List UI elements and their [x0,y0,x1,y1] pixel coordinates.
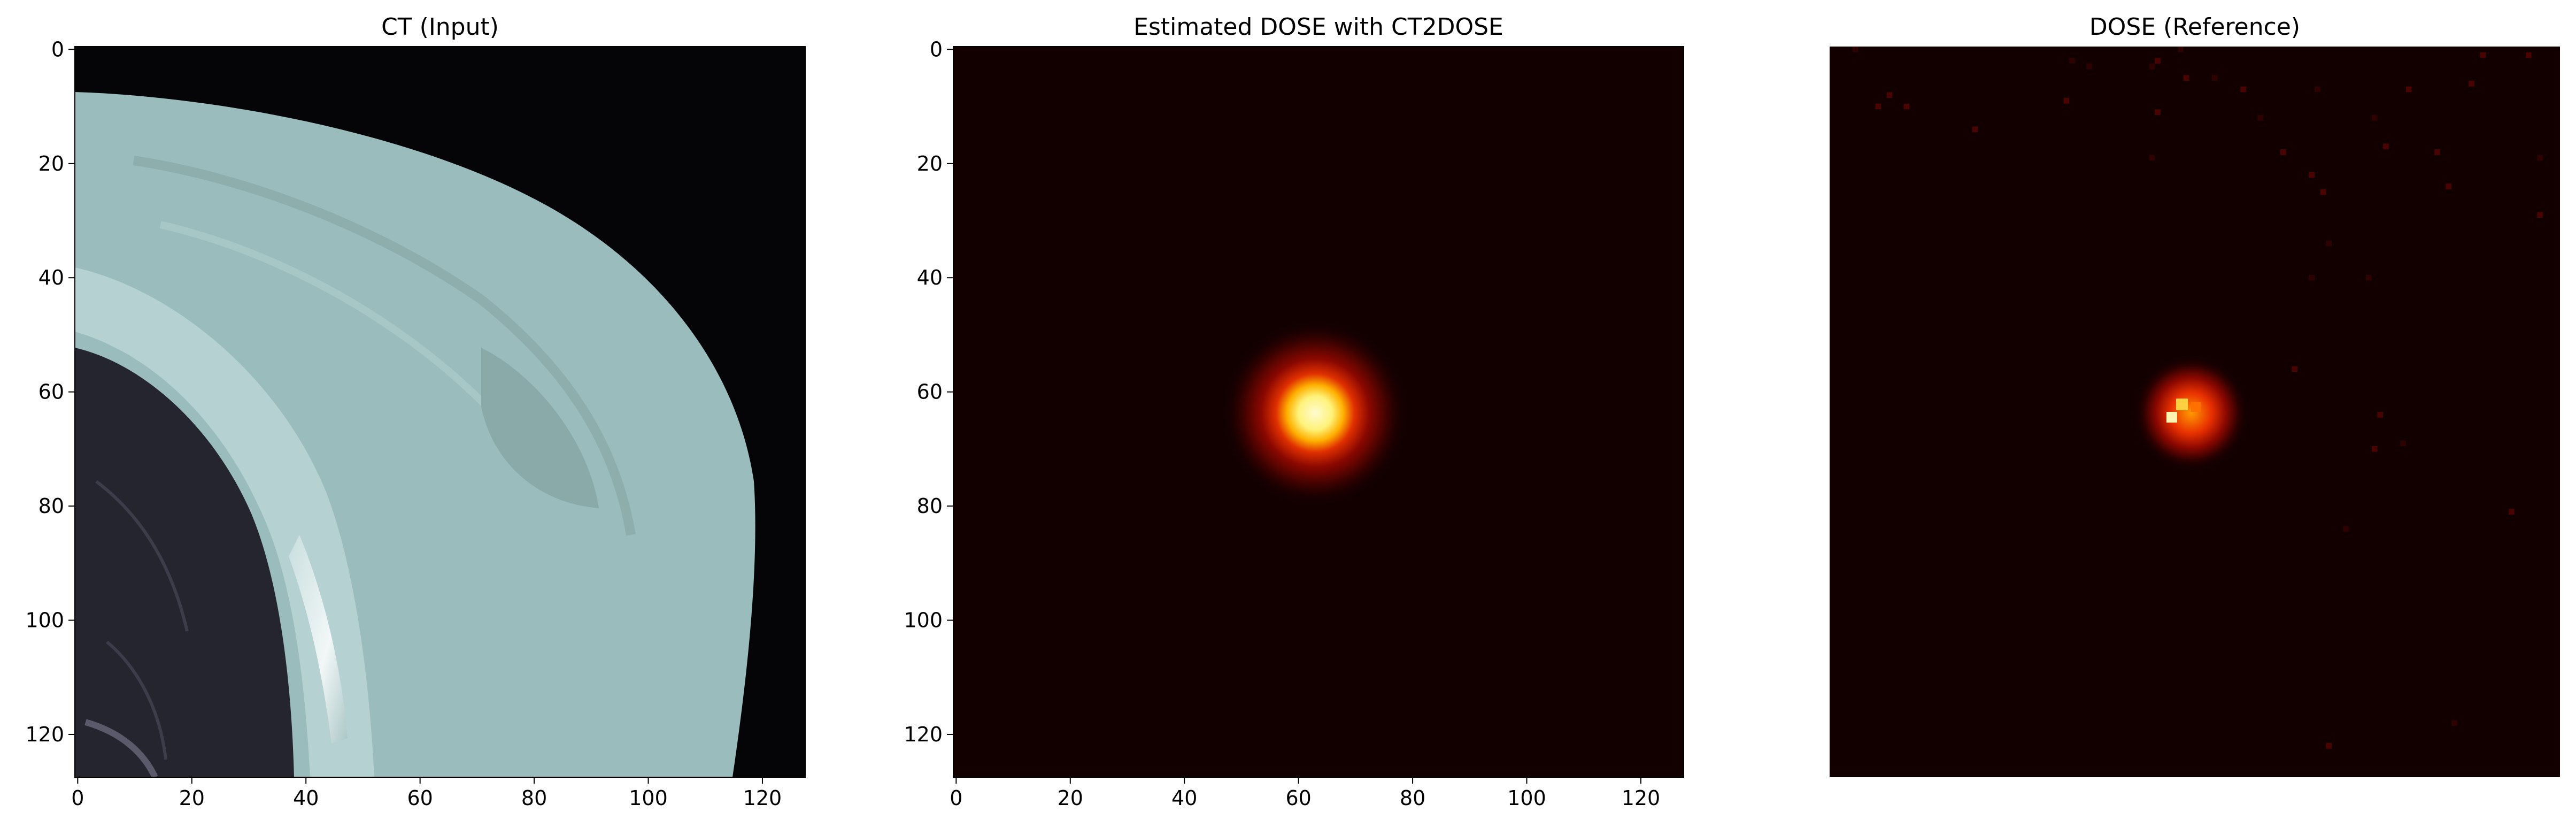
ct-image [75,47,805,777]
noise-pixel [2309,274,2315,281]
noise-pixel [2400,440,2406,447]
ct-x-tick-label: 120 [743,786,782,810]
estimated-dose-x-tick-label: 20 [1058,786,1083,810]
ct-x-tick-label: 60 [407,786,433,810]
ct-x-tick-label: 40 [293,786,319,810]
ct-y-tick-label: 120 [25,723,64,746]
noise-pixel [2525,52,2532,58]
noise-pixel [2434,149,2440,155]
estimated-dose-axes-frame [953,46,1684,778]
noise-pixel [1972,126,1978,133]
noise-pixel [2309,172,2315,178]
estimated-dose-x-tick-label: 80 [1400,786,1425,810]
estimated-dose-y-tick-label: 120 [904,723,943,746]
estimated-dose-x-tick-label: 0 [950,786,962,810]
noise-pixel [2537,155,2543,161]
estimated-dose-x-tick-label: 40 [1171,786,1197,810]
estimated-dose-x-tick-label: 100 [1507,786,1546,810]
estimated-dose-x-tick-label: 60 [1285,786,1311,810]
estimated-dose-panel-title: Estimated DOSE with CT2DOSE [1133,13,1503,41]
ct-axes-frame [74,46,806,778]
noise-pixel [2069,58,2075,64]
noise-pixel [2155,109,2161,116]
ct-y-tick-label: 80 [38,494,64,518]
noise-pixel [2183,75,2189,81]
noise-pixel [2280,149,2286,155]
estimated-dose-y-tick-label: 60 [917,380,943,404]
noise-pixel [2086,64,2092,70]
reference-dose-noise [1852,47,2543,749]
noise-pixel [2469,81,2474,87]
noise-pixel [2155,58,2161,64]
noise-pixel [2315,86,2320,93]
noise-pixel [2366,274,2372,281]
reference-dose-hotspot [2132,354,2250,472]
ct-x-tick-label: 80 [521,786,547,810]
noise-pixel [2292,366,2298,372]
estimated-dose-panel: Estimated DOSE with CT2DOSE 0 20 40 60 80 100… [904,13,1684,810]
noise-pixel [1903,103,1910,110]
estimated-dose-y-tick-label: 80 [917,494,943,518]
noise-pixel [2257,115,2264,121]
ct-y-axis: 0 20 40 60 80 100 120 [25,37,75,746]
noise-pixel [2149,64,2155,70]
noise-pixel [2320,189,2326,195]
noise-pixel [2177,47,2184,52]
estimated-dose-y-tick-label: 0 [930,37,943,61]
noise-pixel [2371,115,2378,121]
estimated-dose-y-tick-label: 100 [904,609,943,632]
ct-x-tick-label: 20 [179,786,205,810]
noise-pixel [1852,47,1858,52]
estimated-dose-x-tick-label: 120 [1622,786,1661,810]
estimated-dose-x-axis: 0 20 40 60 80 100 120 [950,777,1660,810]
noise-pixel [2326,742,2332,749]
noise-pixel [2508,509,2515,515]
noise-pixel [2343,526,2349,532]
reference-dose-panel: DOSE (Reference) [1830,13,2560,777]
noise-pixel [2480,52,2486,58]
ct-y-tick-label: 0 [51,37,64,61]
estimated-dose-y-tick-label: 40 [917,266,943,289]
noise-pixel [2405,86,2412,93]
noise-pixel [2326,240,2332,247]
ct-panel-title: CT (Input) [381,13,499,41]
noise-pixel [1886,92,1893,98]
noise-pixel [2371,446,2378,452]
noise-pixel [2240,86,2247,93]
estimated-dose-y-axis: 0 20 40 60 80 100 120 [904,37,953,746]
noise-pixel [2537,212,2543,218]
estimated-dose-hotspot [1222,319,1409,507]
noise-pixel [2212,75,2218,81]
noise-pixel [2383,143,2389,150]
reference-dose-panel-title: DOSE (Reference) [2089,13,2300,41]
ct-y-tick-label: 100 [25,609,64,632]
ct-y-tick-label: 20 [38,152,64,175]
noise-pixel [2377,412,2384,418]
noise-pixel [1875,103,1881,110]
ct-y-tick-label: 40 [38,266,64,289]
ct-x-tick-label: 100 [629,786,668,810]
noise-pixel [2446,183,2452,189]
noise-pixel [2451,720,2457,726]
ct-y-tick-label: 60 [38,380,64,404]
noise-pixel [2149,155,2155,161]
ct-x-tick-label: 0 [71,786,84,810]
noise-pixel [2063,98,2070,104]
ct-x-axis: 0 20 40 60 80 100 120 [71,777,782,810]
estimated-dose-y-tick-label: 20 [917,152,943,175]
ct-panel: CT (Input) 0 20 40 60 80 100 120 0 20 40 60 80 100 1… [25,13,806,810]
